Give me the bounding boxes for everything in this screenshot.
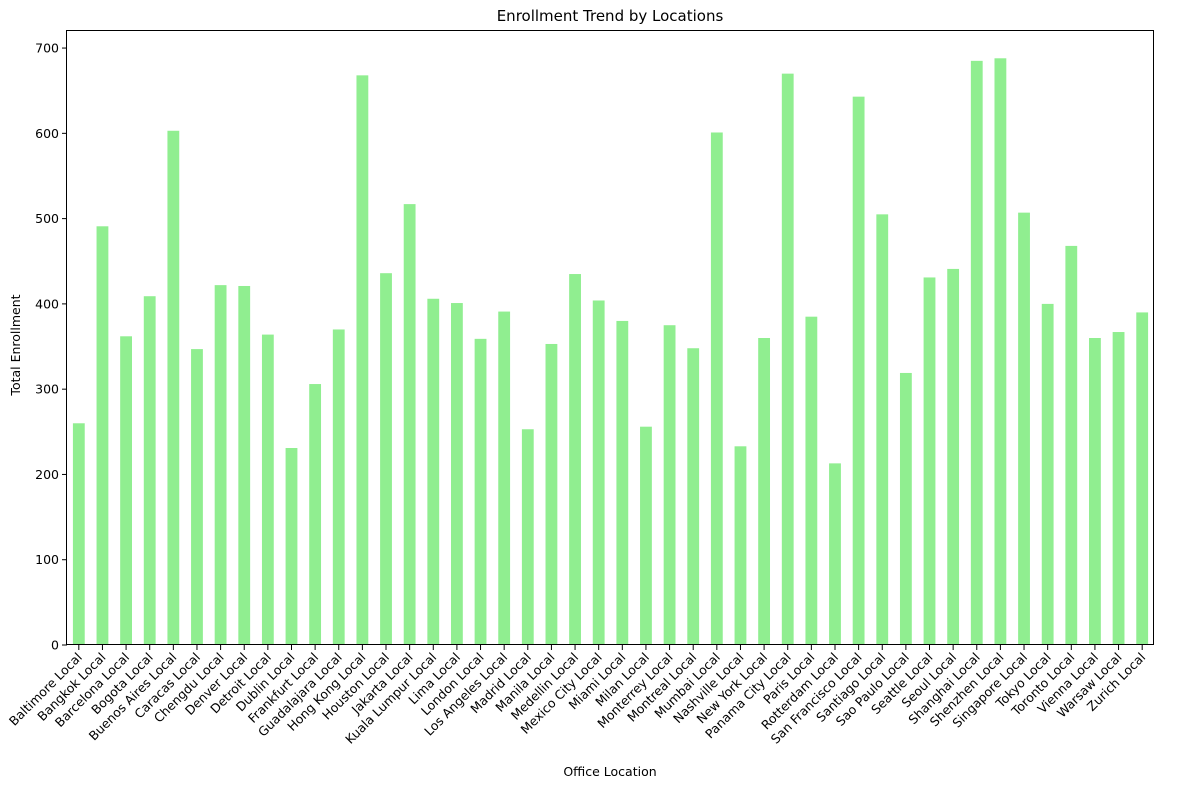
bar	[285, 448, 298, 645]
y-tick-label: 700	[35, 41, 59, 56]
bar	[143, 296, 156, 645]
y-tick-label: 0	[51, 638, 59, 653]
bar	[356, 75, 369, 646]
bar	[545, 343, 558, 645]
bar	[120, 336, 132, 645]
bar	[687, 348, 700, 645]
bar	[994, 58, 1007, 646]
bar	[1018, 212, 1030, 645]
bar	[781, 73, 794, 645]
bars-group	[72, 58, 1149, 646]
bar	[1041, 303, 1054, 645]
bar	[663, 325, 676, 645]
bar	[734, 446, 747, 645]
bar	[521, 429, 534, 645]
bar	[474, 338, 487, 645]
bar	[899, 372, 912, 645]
bar	[852, 96, 865, 645]
bar	[380, 273, 392, 645]
bar	[876, 214, 889, 645]
x-axis-label: Office Location	[563, 764, 656, 779]
y-tick-label: 100	[35, 552, 59, 567]
bar	[238, 285, 251, 645]
bar	[450, 303, 463, 645]
y-tick-label: 500	[35, 211, 59, 226]
bar	[947, 268, 960, 645]
y-axis: 0 100 200 300 400 500 600 700	[35, 41, 67, 653]
y-tick-label: 300	[35, 382, 59, 397]
bar	[829, 463, 841, 645]
bar	[592, 300, 605, 645]
bar	[970, 60, 983, 646]
chart-title: Enrollment Trend by Locations	[497, 7, 724, 25]
bar	[403, 204, 416, 646]
bar	[1089, 338, 1101, 645]
bar	[640, 426, 652, 645]
bar	[72, 423, 85, 645]
bar	[214, 285, 227, 645]
bar	[616, 320, 629, 645]
plot-frame	[66, 30, 1154, 645]
bar	[1136, 312, 1149, 645]
y-tick-label: 600	[35, 126, 59, 141]
bar	[96, 226, 109, 646]
y-tick-label: 200	[35, 467, 59, 482]
bar	[309, 384, 322, 645]
bar	[191, 349, 203, 645]
bar	[167, 130, 180, 645]
y-tick-label: 400	[35, 296, 59, 311]
bar	[1065, 245, 1078, 645]
bar	[332, 329, 345, 645]
bar	[805, 316, 818, 645]
bar	[1112, 332, 1125, 645]
bar	[758, 338, 771, 645]
y-axis-label: Total Enrollment	[8, 294, 23, 396]
bar	[261, 334, 274, 645]
bar	[923, 277, 936, 645]
bar	[569, 274, 581, 645]
bar	[710, 132, 723, 646]
bar	[498, 311, 511, 645]
bar	[427, 298, 440, 645]
